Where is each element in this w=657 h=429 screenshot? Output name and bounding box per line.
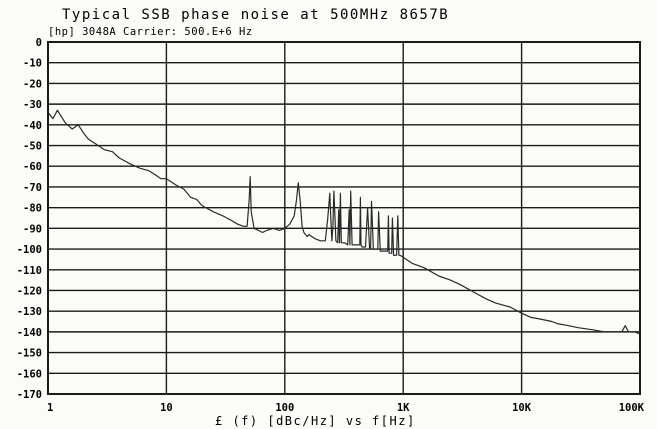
- phase-noise-series-line: [47, 109, 641, 335]
- y-tick-label: -130: [17, 306, 42, 318]
- x-tick-label: 100: [275, 402, 294, 414]
- y-tick-label: -80: [23, 203, 42, 215]
- x-tick-label: 100K: [619, 402, 645, 414]
- y-tick-label: -10: [23, 58, 42, 70]
- y-tick-label: -50: [23, 141, 42, 153]
- y-tick-label: -70: [23, 182, 42, 194]
- x-axis-ticks: 1 10 100 1K 10K 100K: [47, 402, 645, 414]
- chart-subtitle: [hp] 3048A Carrier: 500.E+6 Hz: [48, 26, 253, 38]
- x-tick-label: 1: [47, 402, 53, 414]
- x-tick-label: 1K: [397, 402, 410, 414]
- y-tick-label: -40: [23, 120, 42, 132]
- y-tick-label: -150: [17, 348, 42, 360]
- y-tick-label: -110: [17, 265, 42, 277]
- y-tick-label: -160: [17, 368, 42, 380]
- y-tick-label: -100: [17, 244, 42, 256]
- y-tick-label: 0: [36, 37, 42, 49]
- x-tick-label: 10K: [512, 402, 532, 414]
- y-tick-label: -60: [23, 161, 42, 173]
- y-tick-label: -120: [17, 285, 42, 297]
- x-tick-label: 10: [160, 402, 173, 414]
- grid: [47, 41, 641, 395]
- y-tick-label: -20: [23, 78, 42, 90]
- y-tick-label: -140: [17, 327, 42, 339]
- plot-frame: [47, 41, 641, 395]
- y-axis-ticks: 0 -10 -20 -30 -40 -50 -60 -70 -80 -90 -100 -110 -120…: [17, 37, 42, 401]
- chart-title: Typical SSB phase noise at 500MHz 8657B: [62, 7, 449, 23]
- y-tick-label: -90: [23, 223, 42, 235]
- x-axis-label: £ (f) [dBc/Hz] vs f[Hz]: [215, 414, 416, 428]
- y-tick-label: -170: [17, 389, 42, 401]
- y-tick-label: -30: [23, 99, 42, 111]
